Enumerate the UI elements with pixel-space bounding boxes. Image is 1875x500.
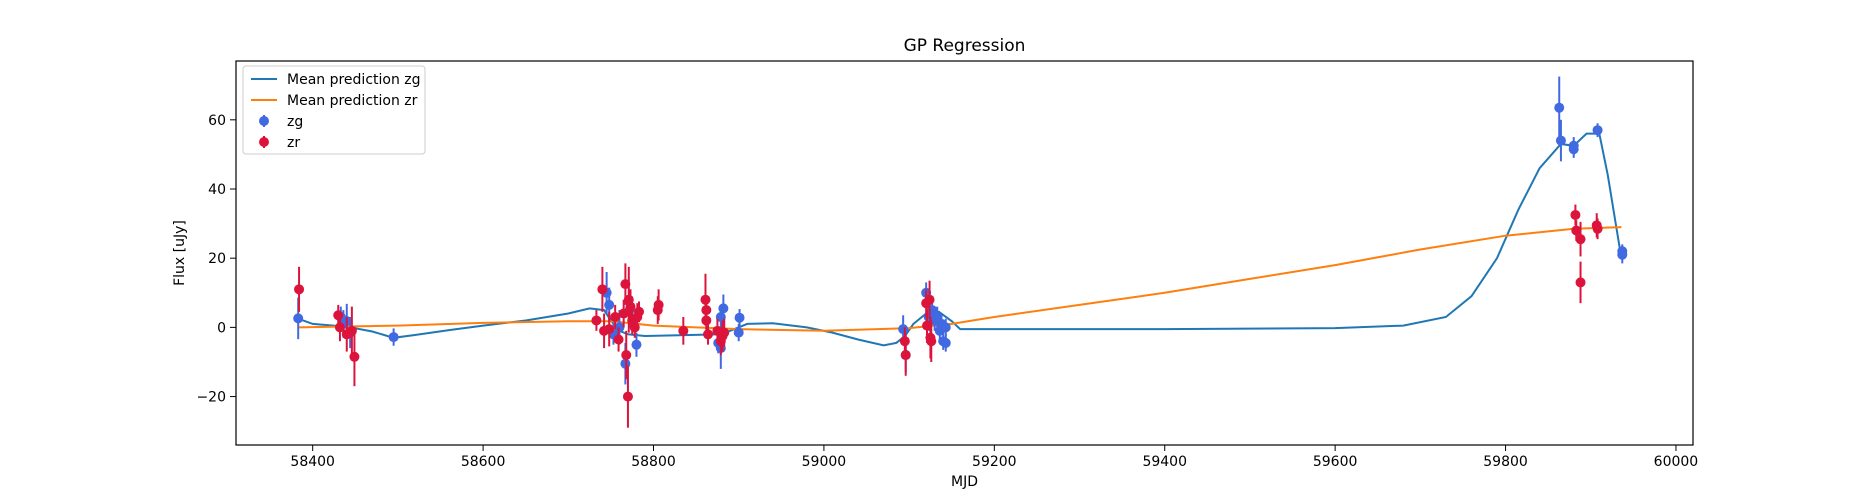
x-tick-label: 59800 <box>1483 454 1528 470</box>
zg-data-point <box>940 322 951 333</box>
legend-marker-swatch <box>259 137 269 147</box>
y-tick-label: 60 <box>208 113 226 129</box>
zg-data-point <box>388 332 399 343</box>
zg-data-point <box>718 303 729 314</box>
zr-data-point <box>1571 225 1582 236</box>
zr-data-point <box>926 336 937 347</box>
zg-data-point <box>734 312 745 323</box>
x-tick-label: 59600 <box>1313 454 1358 470</box>
zg-data-point <box>1592 125 1603 136</box>
x-tick-label: 59200 <box>972 454 1017 470</box>
zr-data-point <box>900 350 911 361</box>
zr-data-point <box>625 301 636 312</box>
zg-data-point <box>293 313 304 324</box>
zg-data-point <box>940 337 951 348</box>
zr-data-point <box>678 325 689 336</box>
y-axis-label: Flux [uJy] <box>172 220 188 286</box>
zr-data-point <box>618 308 629 319</box>
legend-marker-swatch <box>259 116 269 126</box>
x-tick-label: 58400 <box>290 454 335 470</box>
chart-title: GP Regression <box>904 36 1026 56</box>
zr-data-point <box>591 315 602 326</box>
axes: 58400 58600 58800 59000 59200 59400 59600 59800… <box>196 60 1699 470</box>
legend-label: Mean prediction zg <box>287 72 421 88</box>
legend-label: zg <box>287 114 303 130</box>
x-tick-label: 59000 <box>802 454 847 470</box>
zg-data-point <box>631 339 642 350</box>
x-tick-label: 58600 <box>461 454 506 470</box>
zg-data-point <box>898 324 909 335</box>
zr-data-point <box>294 284 305 295</box>
legend-label: zr <box>287 135 300 151</box>
y-tick-label: 0 <box>217 320 226 336</box>
zg-data-point <box>604 299 615 310</box>
x-tick-label: 60000 <box>1654 454 1699 470</box>
zr-data-point <box>1575 277 1586 288</box>
zr-data-point <box>621 350 632 361</box>
zr-data-point <box>653 299 664 310</box>
x-tick-label: 59400 <box>1142 454 1187 470</box>
zr-data-point <box>719 327 730 338</box>
y-tick-label: 40 <box>208 182 226 198</box>
y-tick-label: −20 <box>196 390 226 406</box>
mean-prediction-zr-line <box>298 226 1622 332</box>
x-tick-label: 58800 <box>631 454 676 470</box>
plot-frame <box>235 60 1694 446</box>
zr-data-point <box>701 315 712 326</box>
zr-data-point <box>1575 234 1586 245</box>
zr-data-point <box>349 351 360 362</box>
plot-area <box>293 76 1628 428</box>
zr-data-point <box>634 306 645 317</box>
zr-data-point <box>1570 209 1581 220</box>
zr-data-point <box>924 294 935 305</box>
zg-data-point <box>1554 102 1565 113</box>
zr-data-point <box>604 324 615 335</box>
zr-data-point <box>333 310 344 321</box>
zr-data-point <box>622 391 633 402</box>
zr-data-point <box>597 284 608 295</box>
legend: Mean prediction zg Mean prediction zr zg zr <box>242 65 426 155</box>
legend-label: Mean prediction zr <box>287 93 418 109</box>
zg-data-point <box>1617 246 1628 257</box>
zg-data-point <box>1555 135 1566 146</box>
zr-data-point <box>613 334 624 345</box>
legend-box <box>242 65 426 155</box>
x-axis-label: MJD <box>951 474 978 490</box>
zr-data-point <box>334 322 345 333</box>
zr-data-point <box>1592 223 1603 234</box>
plot-marks <box>293 76 1628 428</box>
y-tick-label: 20 <box>208 251 226 267</box>
zr-data-point <box>703 329 714 340</box>
zg-data-point <box>733 327 744 338</box>
zr-errorbar-series <box>294 204 1603 428</box>
zr-data-point <box>610 312 621 322</box>
zg-data-point <box>1568 140 1579 151</box>
